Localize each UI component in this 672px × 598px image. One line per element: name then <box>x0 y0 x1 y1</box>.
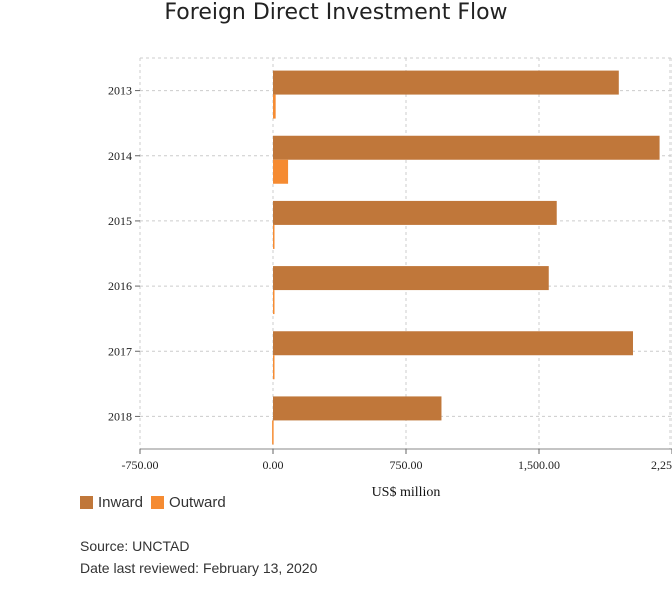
y-tick-label: 2018 <box>108 409 132 423</box>
last-reviewed-note: Date last reviewed: February 13, 2020 <box>80 560 318 576</box>
y-tick-label: 2015 <box>108 214 132 228</box>
legend-item-outward[interactable]: Outward <box>151 494 226 511</box>
bar-chart: 2013 2014 2015 2016 2017 2018 -750.00 0.00 750.0… <box>108 57 672 500</box>
x-tick-label: 750.00 <box>390 458 423 472</box>
x-tick-label: 1,500.00 <box>518 458 560 472</box>
bar-outward-2014[interactable] <box>273 159 289 184</box>
bar-outward-2013[interactable] <box>273 94 276 119</box>
y-tick-label: 2013 <box>108 84 132 98</box>
chart-title: Foreign Direct Investment Flow <box>0 0 672 25</box>
bar-inward-2015[interactable] <box>273 200 557 225</box>
axes: 2013 2014 2015 2016 2017 2018 -750.00 0.00 750.0… <box>108 58 672 472</box>
x-axis-label: US$ million <box>372 485 441 500</box>
bar-outward-2018[interactable] <box>272 420 274 445</box>
bars <box>272 70 660 445</box>
legend-item-inward[interactable]: Inward <box>80 494 143 511</box>
legend-swatch-inward <box>80 496 93 509</box>
bar-inward-2016[interactable] <box>273 266 549 291</box>
bar-outward-2017[interactable] <box>273 355 275 380</box>
source-note: Source: UNCTAD <box>80 538 190 554</box>
bar-inward-2017[interactable] <box>273 331 633 356</box>
bar-inward-2013[interactable] <box>273 70 619 95</box>
x-tick-label: 0.00 <box>263 458 284 472</box>
chart-legend: Inward Outward <box>80 494 234 511</box>
y-tick-label: 2017 <box>108 344 132 358</box>
x-tick-label: -750.00 <box>122 458 159 472</box>
legend-label-outward: Outward <box>169 494 226 511</box>
y-tick-label: 2014 <box>108 149 132 163</box>
legend-swatch-outward <box>151 496 165 509</box>
bar-inward-2014[interactable] <box>273 135 660 160</box>
bar-outward-2016[interactable] <box>273 290 275 315</box>
bar-inward-2018[interactable] <box>273 396 442 421</box>
chart-title-text: Foreign Direct Investment Flow <box>164 0 508 25</box>
legend-label-inward: Inward <box>98 494 144 511</box>
y-tick-label: 2016 <box>108 279 132 293</box>
bar-outward-2015[interactable] <box>273 224 275 249</box>
grid-lines <box>139 57 672 449</box>
x-tick-label: 2,250.00 <box>651 458 672 472</box>
